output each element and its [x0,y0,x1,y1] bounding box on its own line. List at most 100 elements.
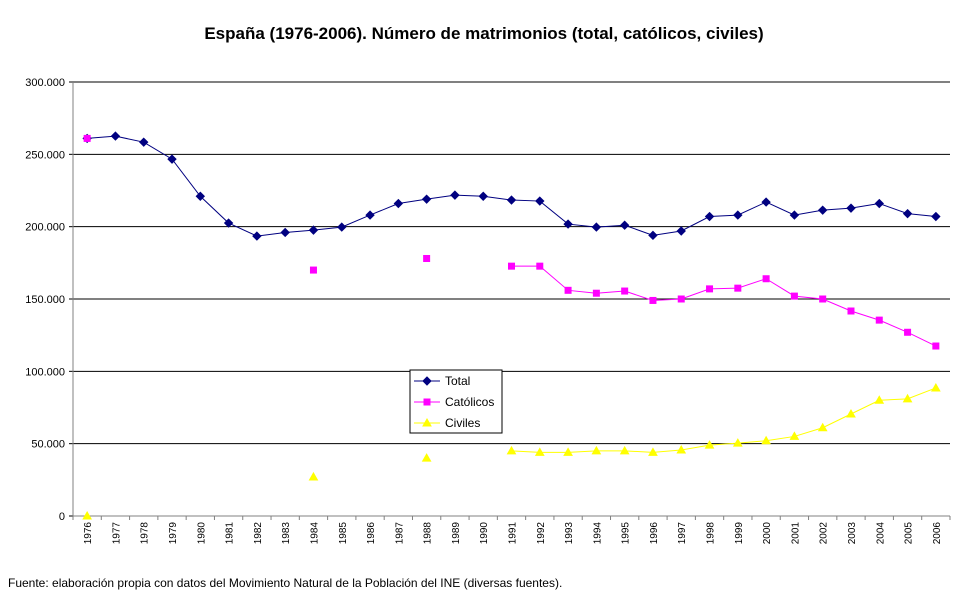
data-point [762,275,770,283]
data-point [478,191,488,201]
data-point [846,203,856,213]
data-point [508,262,515,270]
data-point [790,292,798,300]
legend-marker [423,398,431,406]
data-point [619,220,630,230]
data-point [704,440,715,449]
data-point [308,471,319,481]
data-point [874,198,884,209]
x-tick-label: 1990 [479,522,490,545]
data-point [563,447,573,456]
data-point [421,194,432,204]
x-tick-label: 2004 [875,522,886,545]
data-point [450,190,460,200]
legend-label: Católicos [445,395,494,409]
data-point [875,316,883,324]
data-point [337,222,347,232]
data-point [223,218,234,228]
data-point [932,342,940,350]
series-line [511,387,937,453]
data-point [706,285,714,293]
data-point [592,289,600,297]
y-tick-label: 250.000 [25,149,65,161]
data-point [421,453,432,462]
x-tick-label: 1998 [706,522,717,545]
data-point [534,447,545,456]
data-point [789,431,800,440]
data-point [591,445,602,455]
data-point [677,295,685,303]
data-point [167,154,177,164]
legend-marker [422,376,432,386]
y-tick-label: 200.000 [25,222,65,234]
x-tick-label: 1986 [366,522,377,545]
legend-label: Total [445,374,470,388]
data-point [621,287,629,295]
x-tick-label: 1988 [423,522,434,545]
x-tick-label: 1979 [168,522,179,545]
x-tick-label: 1993 [564,522,575,545]
data-point [280,227,290,238]
data-point [648,447,658,456]
x-tick-label: 1997 [677,522,688,545]
data-point [591,222,602,232]
x-tick-label: 2000 [762,522,773,545]
data-point [110,131,121,141]
y-tick-label: 150.000 [25,294,65,306]
data-point [930,382,941,392]
x-tick-label: 1995 [621,522,632,545]
legend: Total Católicos Civiles [409,369,503,434]
data-point [563,219,573,229]
data-point [308,225,319,235]
y-tick-label: 100.000 [25,366,65,378]
data-point [649,296,657,304]
x-tick-label: 1992 [536,522,547,545]
data-point [676,226,686,236]
chart-title: España (1976-2006). Número de matrimonio… [204,24,763,43]
data-point [734,284,742,292]
x-tick-label: 1981 [225,522,236,545]
data-point [817,422,828,432]
x-tick-label: 2005 [904,522,915,545]
data-point [704,211,715,222]
x-tick-label: 2001 [790,522,801,545]
data-point [733,210,743,220]
data-point [423,254,431,262]
data-point [819,295,827,303]
x-tick-label: 2003 [847,522,858,545]
data-point [82,510,93,520]
x-tick-label: 1999 [734,522,745,545]
data-point [535,196,545,206]
x-tick-label: 1996 [649,522,660,545]
data-point [564,286,572,294]
y-tick-label: 300.000 [25,77,65,89]
data-point [904,328,912,336]
data-point [761,435,771,445]
legend-marker [422,417,432,427]
data-point [931,211,941,222]
x-tick-label: 1982 [253,522,264,545]
x-tick-label: 1977 [111,522,122,545]
x-tick-label: 1989 [451,522,462,545]
data-point [252,231,262,241]
data-point [195,191,206,201]
data-point [847,307,855,315]
data-point [536,262,544,270]
data-point [506,445,517,455]
data-point [902,208,913,219]
data-point [817,205,828,215]
x-tick-label: 1987 [394,522,405,545]
x-tick-label: 2002 [819,522,830,545]
data-point [309,266,317,274]
x-tick-label: 1985 [338,522,349,545]
x-tick-label: 2006 [932,522,943,545]
data-point [732,438,743,447]
series-line [87,135,936,237]
data-point [846,409,856,418]
data-point [902,393,913,403]
legend-label: Civiles [445,416,480,430]
data-point [789,210,800,220]
data-point [506,195,517,205]
